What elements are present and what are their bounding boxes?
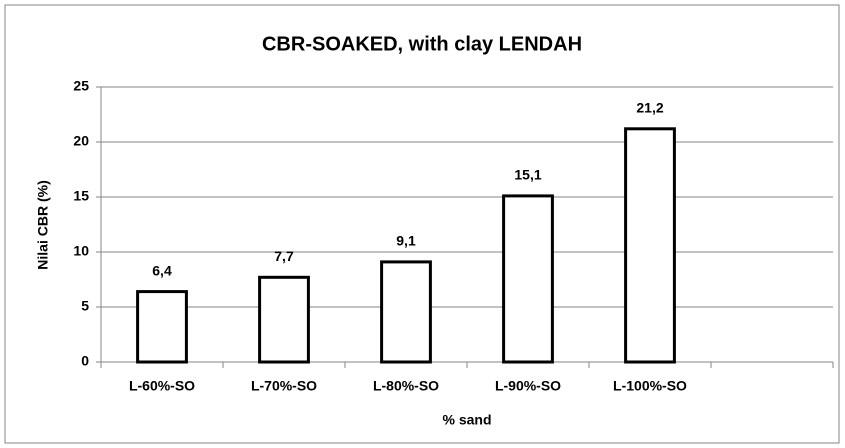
data-label: 7,7: [274, 248, 294, 264]
bar: [624, 127, 676, 364]
y-tick-label: 15: [73, 188, 89, 204]
bar: [258, 275, 310, 364]
data-label: 6,4: [152, 262, 172, 278]
chart-frame: [4, 4, 840, 444]
y-tick-label: 25: [73, 78, 89, 94]
y-tick-label: 5: [81, 298, 89, 314]
x-tick-label: L-70%-SO: [251, 378, 317, 394]
x-tick-label: L-90%-SO: [495, 378, 561, 394]
x-tick-label: L-80%-SO: [373, 378, 439, 394]
x-tick-label: L-100%-SO: [613, 378, 687, 394]
data-label: 21,2: [636, 100, 663, 116]
y-tick-label: 0: [81, 353, 89, 369]
x-tick-label: L-60%-SO: [129, 378, 195, 394]
x-axis-label: % sand: [442, 412, 491, 428]
bar: [136, 290, 188, 364]
data-label: 15,1: [514, 167, 541, 183]
bar: [502, 194, 554, 364]
y-tick-label: 20: [73, 133, 89, 149]
chart-title: CBR-SOAKED, with clay LENDAH: [262, 33, 582, 55]
bar: [380, 260, 432, 364]
y-tick-label: 10: [73, 243, 89, 259]
data-label: 9,1: [396, 233, 416, 249]
y-axis-label: Nilai CBR (%): [35, 180, 51, 269]
